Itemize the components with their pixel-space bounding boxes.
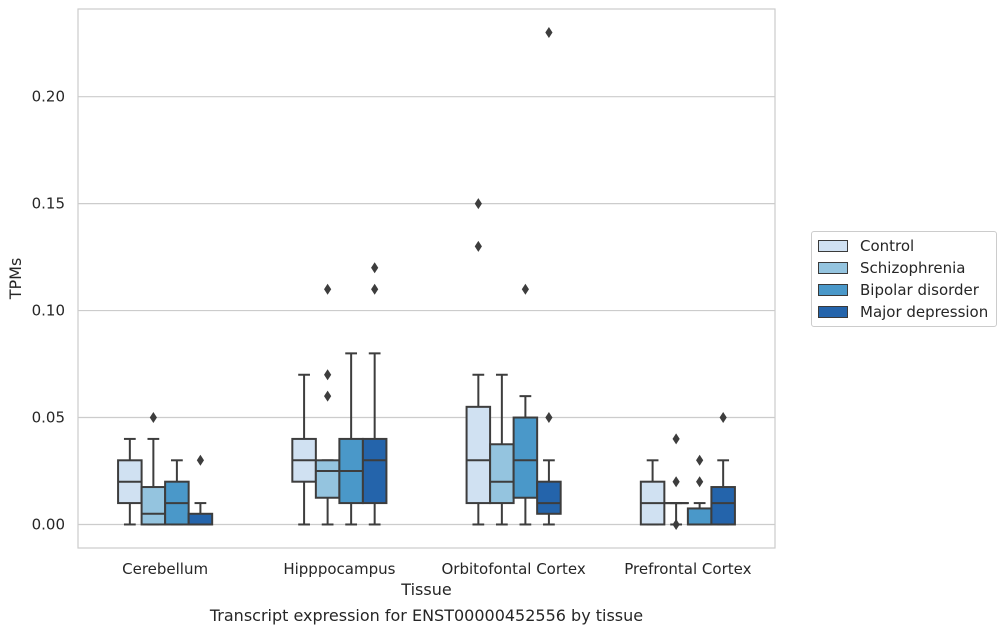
legend-item-bipolar-disorder: Bipolar disorder bbox=[818, 280, 979, 300]
box-hipppocampus-schizophrenia-outlier-1 bbox=[324, 369, 332, 381]
box-hipppocampus-major-depression bbox=[361, 262, 388, 526]
legend-label-bipolar-disorder: Bipolar disorder bbox=[860, 281, 979, 299]
legend-swatch-major-depression bbox=[818, 306, 848, 318]
box-cerebellum-control bbox=[117, 437, 143, 526]
y-tick-label-0-10: 0.10 bbox=[32, 302, 65, 320]
box-orbitofontal-cortex-schizophrenia bbox=[489, 373, 515, 526]
x-tick-label-prefrontal-cortex: Prefrontal Cortex bbox=[624, 560, 751, 578]
box-prefrontal-cortex-bipolar-disorder-iqr bbox=[686, 507, 713, 526]
box-hipppocampus-control bbox=[291, 373, 317, 526]
box-orbitofontal-cortex-control-iqr bbox=[465, 405, 492, 505]
box-orbitofontal-cortex-bipolar-disorder bbox=[512, 283, 539, 526]
box-orbitofontal-cortex-control-outlier-1 bbox=[474, 198, 482, 210]
legend-swatch-schizophrenia bbox=[818, 262, 848, 274]
box-cerebellum-bipolar-disorder bbox=[164, 459, 190, 526]
box-prefrontal-cortex-schizophrenia-outlier-0 bbox=[672, 518, 680, 530]
box-cerebellum-schizophrenia-outlier-0 bbox=[149, 412, 157, 424]
box-orbitofontal-cortex-major-depression bbox=[536, 27, 562, 526]
box-cerebellum-major-depression-outlier-0 bbox=[196, 454, 205, 466]
box-prefrontal-cortex-schizophrenia-outlier-2 bbox=[672, 433, 680, 445]
legend-label-schizophrenia: Schizophrenia bbox=[860, 259, 966, 277]
box-prefrontal-cortex-major-depression-outlier-0 bbox=[719, 412, 727, 424]
box-prefrontal-cortex-schizophrenia-outlier-1 bbox=[672, 476, 680, 488]
box-hipppocampus-major-depression-outlier-0 bbox=[371, 283, 379, 295]
legend-item-schizophrenia: Schizophrenia bbox=[818, 258, 965, 278]
box-hipppocampus-major-depression-iqr bbox=[361, 437, 388, 505]
box-hipppocampus-schizophrenia-outlier-0 bbox=[324, 390, 332, 402]
box-orbitofontal-cortex-major-depression-outlier-0 bbox=[545, 412, 553, 424]
y-tick-label-0-05: 0.05 bbox=[32, 409, 65, 427]
box-cerebellum-schizophrenia bbox=[140, 412, 167, 526]
box-hipppocampus-bipolar-disorder bbox=[338, 352, 364, 526]
legend-swatch-control bbox=[818, 240, 848, 252]
box-hipppocampus-schizophrenia-iqr bbox=[314, 459, 341, 499]
x-tick-label-orbitofontal-cortex: Orbitofontal Cortex bbox=[442, 560, 586, 578]
box-orbitofontal-cortex-control-outlier-0 bbox=[474, 240, 482, 252]
figure-caption: Transcript expression for ENST0000045255… bbox=[209, 606, 644, 625]
y-axis-label: TPMs bbox=[6, 258, 25, 301]
box-cerebellum-major-depression bbox=[187, 454, 214, 526]
box-orbitofontal-cortex-bipolar-disorder-outlier-0 bbox=[521, 283, 529, 295]
legend: Control Schizophrenia Bipolar disorder M… bbox=[811, 231, 997, 327]
x-tick-label-cerebellum: Cerebellum bbox=[122, 560, 208, 578]
box-prefrontal-cortex-control bbox=[639, 459, 666, 526]
box-hipppocampus-schizophrenia-outlier-2 bbox=[324, 283, 332, 295]
axis-ticks: 0.00 0.05 0.10 0.15 0.20 Cerebellum Hipppocamp… bbox=[32, 88, 752, 578]
box-prefrontal-cortex-bipolar-disorder bbox=[686, 454, 713, 526]
legend-swatch-bipolar-disorder bbox=[818, 284, 848, 296]
box-cerebellum-major-depression-iqr bbox=[187, 512, 214, 526]
box-prefrontal-cortex-major-depression bbox=[710, 412, 736, 526]
legend-label-control: Control bbox=[860, 237, 915, 255]
legend-item-major-depression: Major depression bbox=[818, 302, 988, 322]
x-axis-label: Tissue bbox=[400, 580, 451, 599]
box-orbitofontal-cortex-major-depression-iqr bbox=[536, 480, 562, 515]
box-plot-marks bbox=[117, 27, 736, 530]
box-prefrontal-cortex-schizophrenia bbox=[663, 433, 689, 530]
y-tick-label-0-15: 0.15 bbox=[32, 195, 65, 213]
x-tick-label-hipppocampus: Hipppocampus bbox=[283, 560, 395, 578]
box-prefrontal-cortex-bipolar-disorder-outlier-1 bbox=[696, 454, 704, 466]
box-cerebellum-schizophrenia-iqr bbox=[140, 486, 167, 526]
y-tick-label-0-00: 0.00 bbox=[32, 515, 65, 533]
box-prefrontal-cortex-major-depression-iqr bbox=[710, 486, 736, 526]
box-orbitofontal-cortex-control bbox=[465, 198, 492, 526]
box-hipppocampus-major-depression-outlier-1 bbox=[371, 262, 379, 274]
legend-label-major-depression: Major depression bbox=[860, 303, 989, 321]
box-orbitofontal-cortex-schizophrenia-iqr bbox=[489, 443, 515, 505]
box-orbitofontal-cortex-bipolar-disorder-iqr bbox=[512, 416, 539, 499]
plot-area-frame bbox=[77, 8, 776, 549]
box-orbitofontal-cortex-major-depression-outlier-1 bbox=[545, 27, 553, 39]
box-hipppocampus-schizophrenia bbox=[314, 283, 341, 526]
y-tick-label-0-20: 0.20 bbox=[32, 88, 65, 106]
box-prefrontal-cortex-bipolar-disorder-outlier-0 bbox=[696, 476, 704, 488]
legend-item-control: Control bbox=[818, 236, 914, 256]
